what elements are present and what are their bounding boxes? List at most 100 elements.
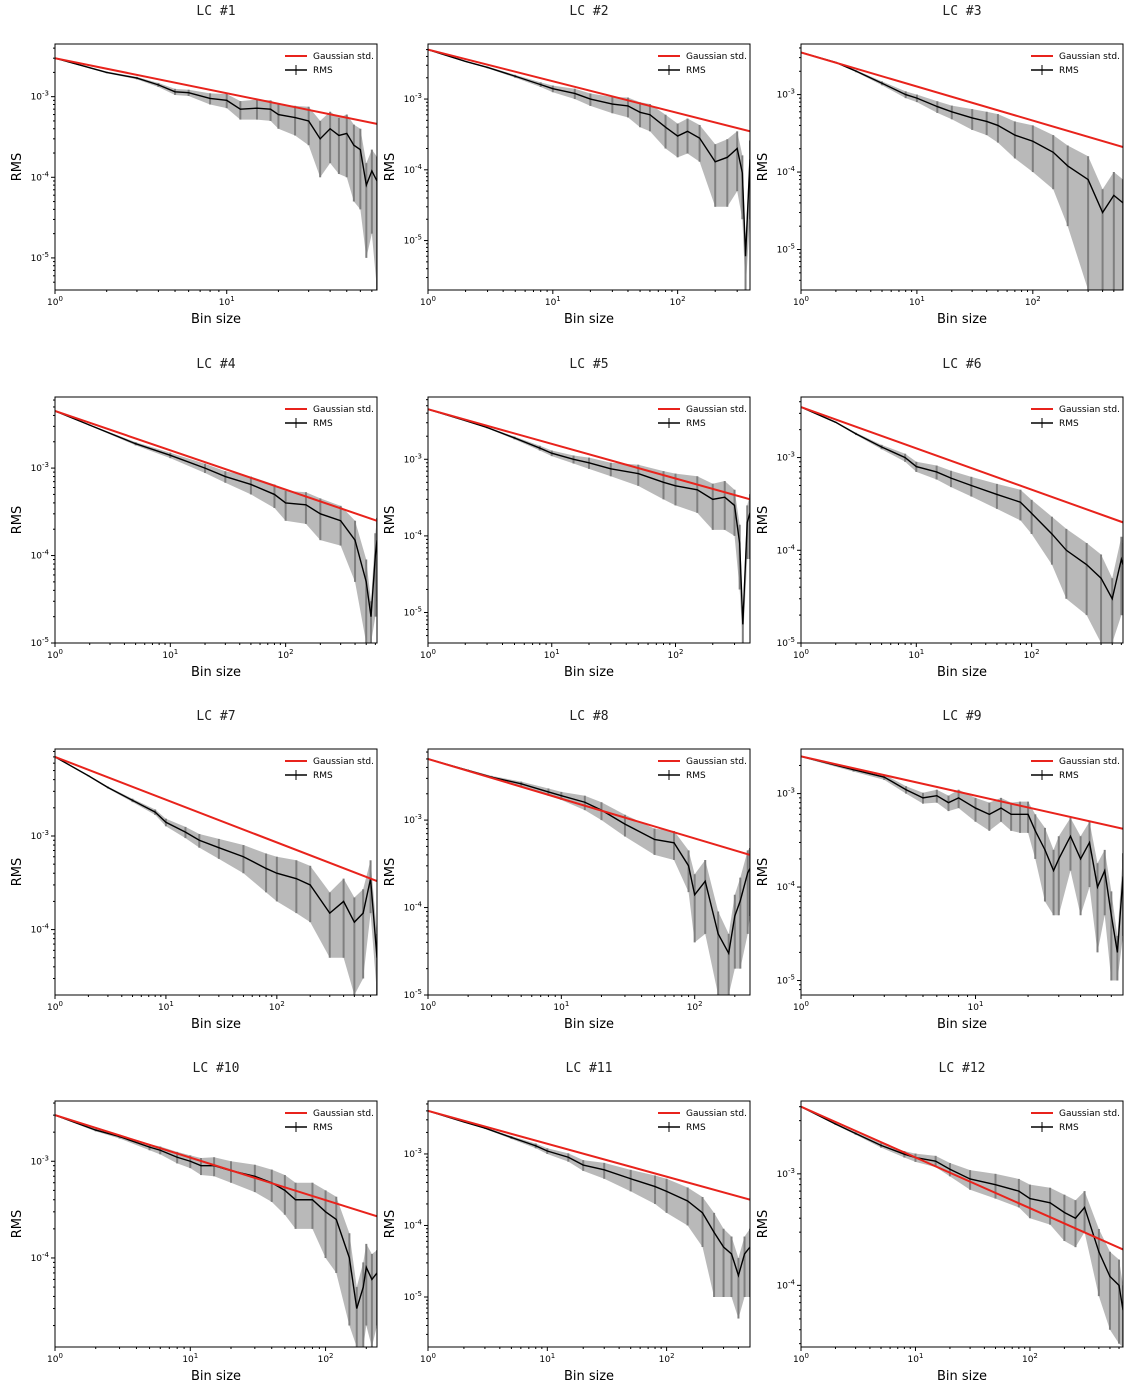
x-axis-label: Bin size	[564, 665, 614, 680]
chart-title: LC #3	[942, 4, 981, 19]
gaussian-std-line	[55, 755, 377, 882]
gaussian-std-line	[428, 48, 750, 133]
rms-error-band	[428, 408, 750, 643]
x-tick-label: 101	[158, 1000, 174, 1013]
x-tick-label: 102	[668, 648, 684, 661]
x-tick-label: 100	[793, 295, 809, 308]
y-tick-label: 10-5	[404, 988, 422, 1001]
chart-title: LC #10	[193, 1061, 240, 1076]
chart-title: LC #4	[196, 357, 235, 372]
legend-rms-label: RMS	[1059, 771, 1079, 781]
x-tick-label: 101	[908, 648, 924, 661]
axes-frame	[427, 396, 751, 644]
y-axis-label: RMS	[756, 858, 771, 887]
x-tick-label: 102	[1025, 295, 1041, 308]
x-tick-label: 101	[968, 1000, 984, 1013]
x-tick-label: 100	[47, 648, 63, 661]
rms-error-band	[55, 756, 377, 995]
x-tick-label: 100	[47, 1000, 63, 1013]
x-tick-label: 100	[793, 1352, 809, 1365]
x-tick-label: 101	[545, 295, 561, 308]
legend-gaussian-label: Gaussian std.	[313, 1109, 374, 1119]
y-axis-label: RMS	[756, 506, 771, 535]
axes-frame	[54, 748, 378, 996]
axes-frame	[800, 748, 1124, 996]
y-axis-label: RMS	[383, 1210, 398, 1239]
y-axis-label: RMS	[10, 153, 25, 182]
x-tick-label: 102	[318, 1352, 334, 1365]
axes-frame	[427, 1100, 751, 1348]
y-tick-label: 10-4	[404, 901, 423, 914]
rms-line	[428, 1110, 750, 1278]
legend-rms-label: RMS	[1059, 419, 1079, 429]
rms-line	[55, 756, 377, 958]
y-tick-label: 10-4	[31, 549, 50, 562]
y-tick-label: 10-3	[404, 1147, 422, 1160]
gaussian-std-line	[801, 406, 1123, 524]
x-tick-label: 101	[539, 1352, 555, 1365]
x-tick-label: 102	[687, 1000, 703, 1013]
y-axis-label: RMS	[10, 506, 25, 535]
legend-gaussian-label: Gaussian std.	[313, 405, 374, 415]
x-tick-label: 101	[553, 1000, 569, 1013]
x-tick-label: 100	[47, 295, 63, 308]
x-tick-label: 102	[1022, 1352, 1038, 1365]
y-tick-label: 10-5	[404, 1290, 422, 1303]
y-tick-label: 10-3	[404, 813, 422, 826]
rms-error-band	[55, 57, 377, 290]
rms-line	[55, 57, 377, 188]
chart-title: LC #1	[196, 4, 235, 19]
plot-area	[55, 1114, 377, 1347]
legend-gaussian-label: Gaussian std.	[1059, 1109, 1120, 1119]
x-axis-label: Bin size	[564, 1369, 614, 1384]
legend: Gaussian std. RMS	[285, 757, 374, 781]
x-tick-label: 101	[909, 295, 925, 308]
rms-error-band	[428, 49, 750, 290]
x-tick-label: 100	[793, 1000, 809, 1013]
x-tick-label: 100	[420, 648, 436, 661]
y-tick-label: 10-4	[31, 1251, 50, 1264]
rms-error-band	[801, 406, 1123, 643]
legend-rms-label: RMS	[1059, 66, 1079, 76]
x-axis-label: Bin size	[564, 1017, 614, 1032]
plot-area	[801, 51, 1123, 290]
plot-area	[801, 406, 1123, 643]
chart-title: LC #12	[939, 1061, 986, 1076]
legend-gaussian-label: Gaussian std.	[1059, 757, 1120, 767]
y-tick-label: 10-4	[777, 880, 796, 893]
x-axis-label: Bin size	[191, 665, 241, 680]
x-tick-label: 100	[793, 648, 809, 661]
x-axis-label: Bin size	[191, 1369, 241, 1384]
chart-title: LC #6	[942, 357, 981, 372]
legend: Gaussian std. RMS	[658, 1109, 747, 1133]
y-tick-label: 10-3	[31, 90, 49, 103]
y-tick-label: 10-3	[31, 829, 49, 842]
x-tick-label: 102	[278, 648, 294, 661]
legend-gaussian-label: Gaussian std.	[686, 52, 747, 62]
gaussian-std-line	[55, 410, 377, 522]
legend: Gaussian std. RMS	[1031, 757, 1120, 781]
x-axis-label: Bin size	[937, 665, 987, 680]
chart-title: LC #11	[566, 1061, 613, 1076]
axes-frame	[427, 43, 751, 291]
y-tick-label: 10-3	[404, 452, 422, 465]
rms-error-band	[801, 1106, 1123, 1347]
y-tick-label: 10-4	[404, 163, 423, 176]
legend: Gaussian std. RMS	[285, 52, 374, 76]
legend: Gaussian std. RMS	[1031, 52, 1120, 76]
y-tick-label: 10-3	[31, 461, 49, 474]
gaussian-std-line	[55, 57, 377, 125]
rms-line	[801, 755, 1123, 953]
rms-error-band	[428, 758, 750, 995]
y-tick-label: 10-4	[404, 1218, 423, 1231]
y-axis-label: RMS	[383, 858, 398, 887]
legend: Gaussian std. RMS	[658, 757, 747, 781]
x-tick-label: 102	[670, 295, 686, 308]
